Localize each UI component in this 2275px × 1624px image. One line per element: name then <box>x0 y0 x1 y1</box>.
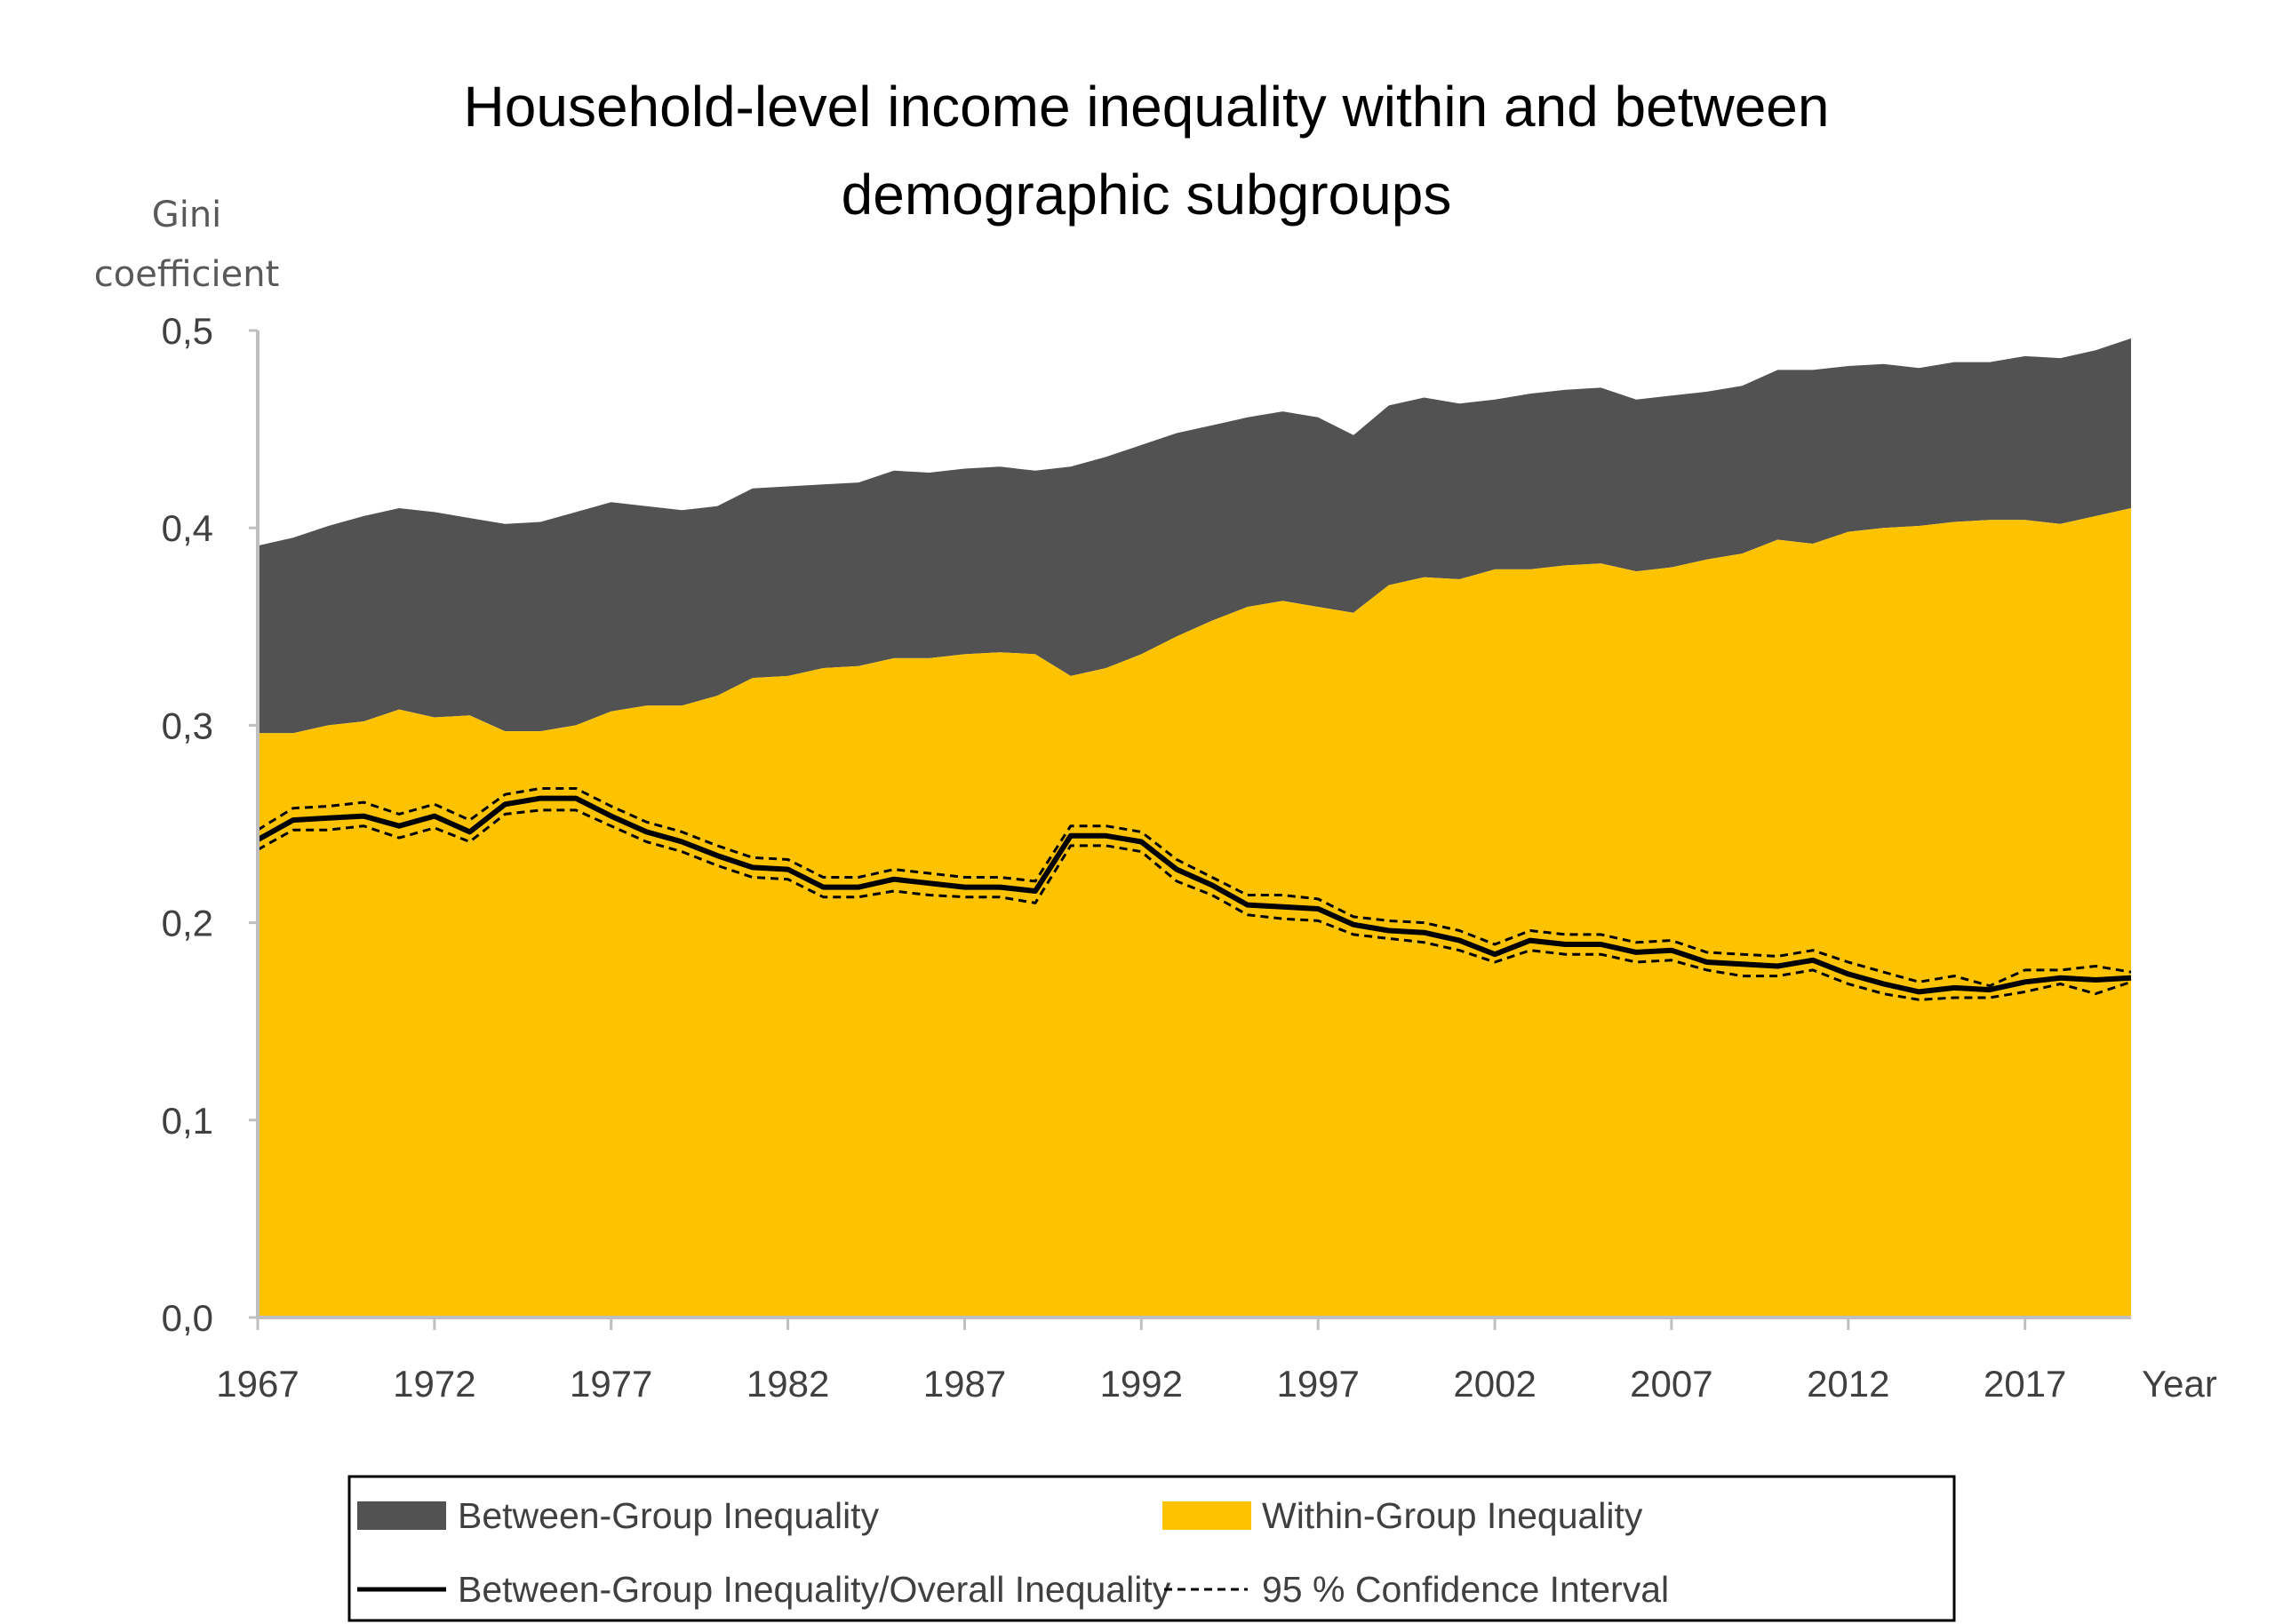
x-ticks: 1967 1972 1977 1982 1987 1992 1997 2002 2007 2012… <box>216 1318 2066 1405</box>
y-tick-label: 0,5 <box>162 310 213 352</box>
areas-layer <box>258 338 2131 1318</box>
legend-label-confidence-interval: 95 % Confidence Interval <box>1262 1569 1669 1610</box>
x-tick-label: 1967 <box>216 1363 299 1405</box>
between-group-area <box>258 338 2131 734</box>
x-tick-label: 1982 <box>746 1363 829 1405</box>
legend-swatch-between-group <box>357 1501 446 1530</box>
lines-layer <box>256 787 2132 1001</box>
y-axis-label-line-1: Gini <box>152 195 222 235</box>
y-axis-label-line-2: coefficient <box>94 254 280 295</box>
x-tick-label: 1977 <box>570 1363 652 1405</box>
ratio-line <box>256 795 2132 995</box>
x-tick-label: 1997 <box>1276 1363 1359 1405</box>
legend-swatch-within-group <box>1162 1501 1251 1530</box>
y-ticks: 0,0 0,1 0,2 0,3 0,4 0,5 <box>162 310 258 1339</box>
ci-upper-line <box>257 787 2132 988</box>
x-tick-label: 2012 <box>1807 1363 1889 1405</box>
y-tick-label: 0,0 <box>162 1297 213 1339</box>
chart-title-line-2: demographic subgroups <box>842 163 1452 227</box>
legend-label-between-group: Between-Group Inequality <box>458 1495 880 1536</box>
y-tick-label: 0,2 <box>162 903 213 944</box>
legend-label-ratio: Between-Group Inequality/Overall Inequal… <box>458 1569 1171 1610</box>
y-tick-label: 0,4 <box>162 507 213 549</box>
x-tick-label: 1987 <box>923 1363 1006 1405</box>
x-tick-label: 1972 <box>393 1363 475 1405</box>
y-tick-label: 0,1 <box>162 1100 213 1142</box>
chart-title-line-1: Household-level income inequality within… <box>464 75 1830 139</box>
legend-box <box>347 1475 1956 1622</box>
x-tick-label: 2002 <box>1453 1363 1536 1405</box>
x-tick-label: 2017 <box>1984 1363 2066 1405</box>
y-tick-label: 0,3 <box>162 705 213 746</box>
x-tick-label: 1992 <box>1100 1363 1183 1405</box>
x-axis-label: Year <box>2142 1363 2217 1405</box>
within-group-area <box>258 508 2131 1318</box>
ci-lower-line <box>257 808 2132 1001</box>
legend-label-within-group: Within-Group Inequality <box>1262 1495 1643 1536</box>
x-tick-label: 2007 <box>1630 1363 1712 1405</box>
